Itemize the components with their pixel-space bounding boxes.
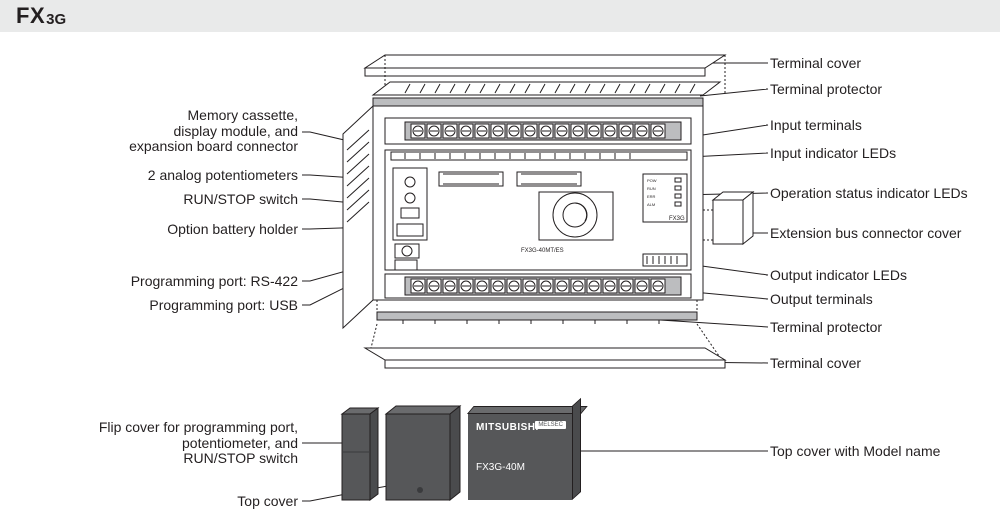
label-termprot2: Terminal protector: [770, 320, 882, 336]
cover-model: FX3G-40M: [476, 462, 525, 473]
cover-badge: MELSEC: [535, 421, 566, 429]
label-termprot1: Terminal protector: [770, 82, 882, 98]
label-interm: Input terminals: [770, 118, 862, 134]
label-extbus: Extension bus connector cover: [770, 226, 961, 242]
page-title-sub: 3G: [46, 11, 66, 28]
page-title-main: FX: [16, 3, 45, 29]
device-model-text: FX3G-40MT/ES: [521, 248, 564, 254]
label-topcover: Top cover: [12, 494, 298, 510]
svg-text:ALM: ALM: [647, 202, 655, 207]
label-termcover1: Terminal cover: [770, 56, 861, 72]
label-modelname: Top cover with Model name: [770, 444, 940, 460]
device-illustration: FX3G-40MT/ES POW RUN ERR ALM FX3G: [325, 40, 755, 400]
label-outleds: Output indicator LEDs: [770, 268, 907, 284]
label-flipcover: Flip cover for programming port,potentio…: [12, 420, 298, 467]
svg-text:RUN: RUN: [647, 186, 656, 191]
covers-illustration: MITSUBISHI MELSEC FX3G-40M: [330, 400, 770, 510]
label-memory: Memory cassette,display module, andexpan…: [12, 108, 298, 155]
label-usb: Programming port: USB: [12, 298, 298, 314]
label-outterm: Output terminals: [770, 292, 873, 308]
label-termcover2: Terminal cover: [770, 356, 861, 372]
cover-brand: MITSUBISHI: [476, 422, 539, 433]
label-battery: Option battery holder: [12, 222, 298, 238]
label-rs422: Programming port: RS-422: [12, 274, 298, 290]
model-name-cover: MITSUBISHI MELSEC FX3G-40M: [468, 414, 572, 500]
label-pots: 2 analog potentiometers: [12, 168, 298, 184]
device-brand-text: FX3G: [669, 216, 685, 222]
label-runstop: RUN/STOP switch: [12, 192, 298, 208]
label-opstatus: Operation status indicator LEDs: [770, 186, 968, 202]
svg-text:POW: POW: [647, 178, 657, 183]
svg-text:ERR: ERR: [647, 194, 656, 199]
label-inleds: Input indicator LEDs: [770, 146, 896, 162]
header-bar: FX 3G: [0, 0, 1000, 32]
